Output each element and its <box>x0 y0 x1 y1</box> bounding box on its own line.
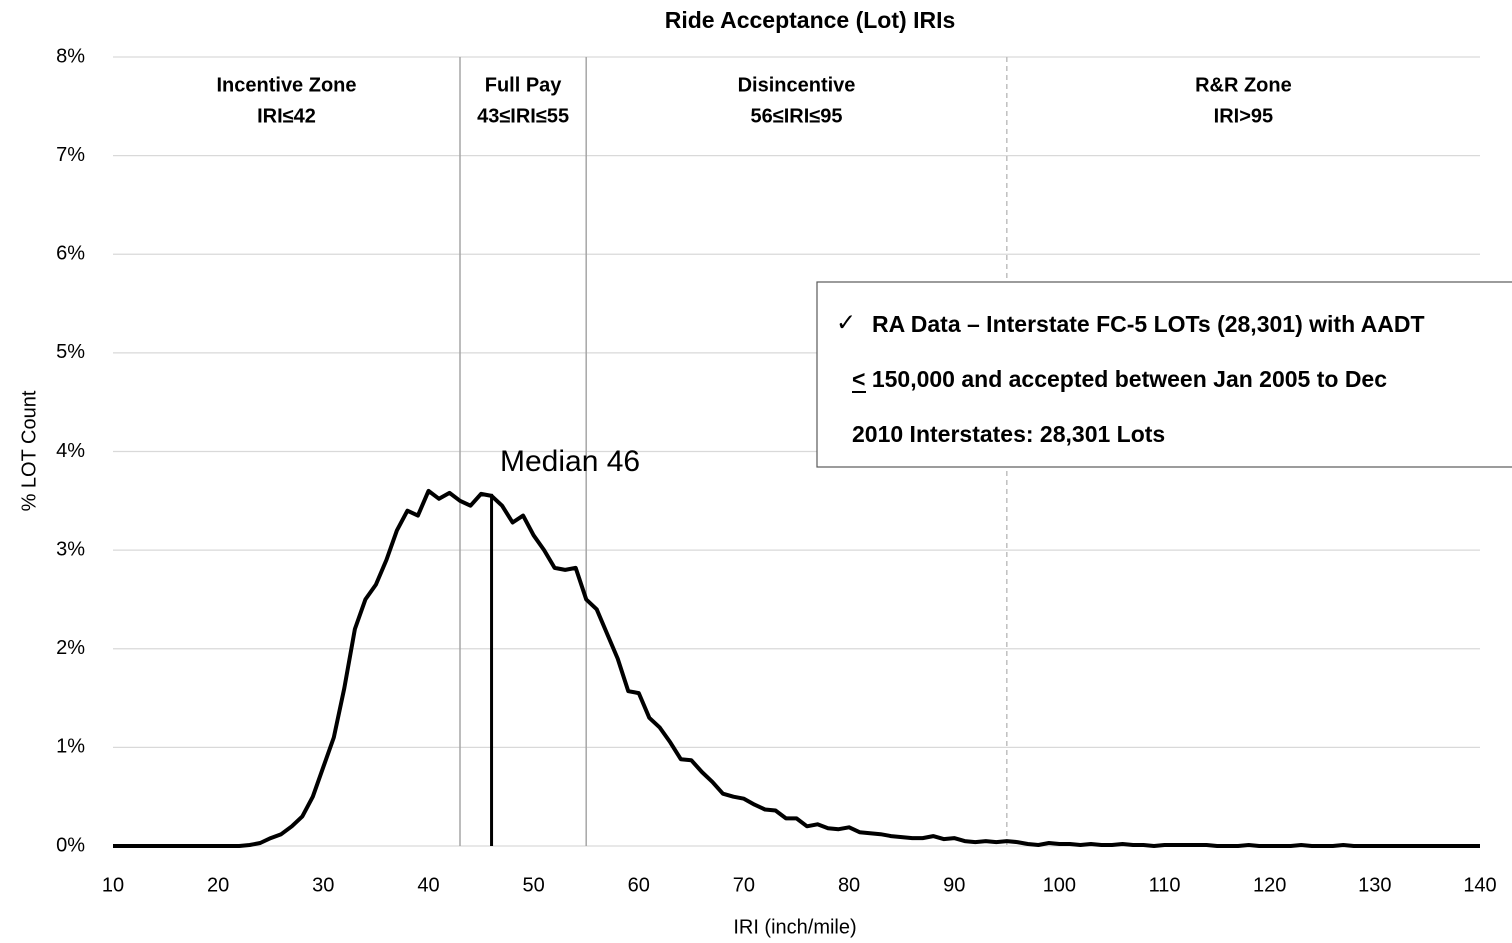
median-label: Median 46 <box>500 445 640 478</box>
zone-name: R&R Zone <box>1195 74 1292 96</box>
x-tick-label: 90 <box>943 874 965 896</box>
note-check: ✓ <box>836 309 856 336</box>
note-line: 2010 Interstates: 28,301 Lots <box>852 421 1165 447</box>
zone-name: Full Pay <box>485 74 563 96</box>
x-tick-label: 50 <box>522 874 544 896</box>
zone-range: 43≤IRI≤55 <box>477 105 569 127</box>
x-tick-label: 10 <box>102 874 124 896</box>
y-tick-label: 8% <box>56 45 85 67</box>
x-tick-label: 120 <box>1253 874 1286 896</box>
data-line <box>113 488 1480 848</box>
chart-title: Ride Acceptance (Lot) IRIs <box>665 7 956 33</box>
x-tick-label: 60 <box>628 874 650 896</box>
y-tick-label: 1% <box>56 736 85 758</box>
x-tick-label: 100 <box>1043 874 1076 896</box>
x-axis-label: IRI (inch/mile) <box>733 916 856 938</box>
y-tick-label: 2% <box>56 637 85 659</box>
zone-range: IRI>95 <box>1214 105 1273 127</box>
x-tick-label: 20 <box>207 874 229 896</box>
x-tick-label: 80 <box>838 874 860 896</box>
x-tick-label: 140 <box>1463 874 1496 896</box>
zone-name: Disincentive <box>738 74 856 96</box>
y-tick-label: 0% <box>56 834 85 856</box>
x-tick-label: 110 <box>1149 874 1181 896</box>
zone-range: IRI≤42 <box>257 105 316 127</box>
note-line: RA Data – Interstate FC-5 LOTs (28,301) … <box>872 311 1425 337</box>
y-tick-label: 7% <box>56 144 85 166</box>
zone-name: Incentive Zone <box>216 74 356 96</box>
x-tick-label: 130 <box>1358 874 1391 896</box>
y-tick-label: 5% <box>56 341 85 363</box>
x-tick-label: 40 <box>417 874 439 896</box>
note-line: < 150,000 and accepted between Jan 2005 … <box>852 366 1387 392</box>
zone-range: 56≤IRI≤95 <box>750 105 842 127</box>
y-tick-label: 4% <box>56 440 85 462</box>
y-axis-label: % LOT Count <box>18 390 40 511</box>
x-tick-label: 30 <box>312 874 334 896</box>
y-tick-label: 3% <box>56 538 85 560</box>
x-tick-label: 70 <box>733 874 755 896</box>
note-box <box>816 281 1512 468</box>
y-tick-label: 6% <box>56 243 85 265</box>
